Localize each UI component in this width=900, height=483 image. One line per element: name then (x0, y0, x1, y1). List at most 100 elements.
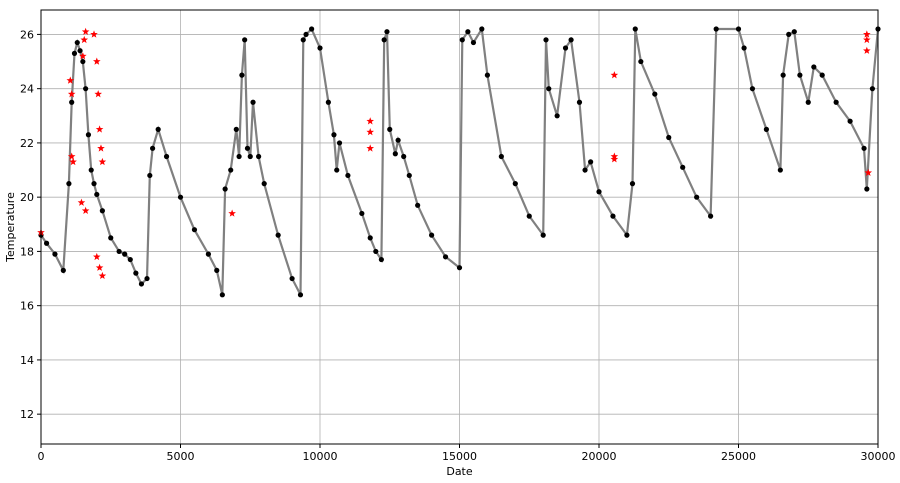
temperature-point (415, 202, 421, 208)
outlier-star (80, 35, 89, 44)
temperature-point (568, 37, 574, 43)
temperature-point (331, 132, 337, 138)
temperature-point (735, 26, 742, 32)
temperature-point (80, 58, 86, 65)
y-tick-label: 14 (20, 354, 34, 367)
temperature-point (122, 251, 128, 257)
temperature-point (345, 172, 351, 179)
y-tick-label: 16 (20, 300, 34, 313)
x-tick-label: 15000 (442, 450, 477, 463)
temperature-point (543, 37, 549, 43)
y-tick-label: 26 (20, 28, 34, 41)
temperature-point (540, 232, 546, 238)
temperature-point (150, 145, 156, 151)
x-tick-label: 25000 (721, 450, 756, 463)
temperature-point (177, 194, 184, 200)
temperature-point (373, 248, 379, 255)
temperature-point (250, 99, 256, 105)
temperature-point (666, 134, 672, 141)
outlier-star (69, 157, 77, 166)
x-tick-label: 5000 (167, 450, 195, 463)
outlier-star (366, 117, 375, 125)
temperature-point (811, 64, 817, 70)
temperature-point (429, 232, 435, 238)
outlier-star (863, 46, 871, 54)
temperature-point (127, 256, 133, 263)
outlier-star (228, 209, 236, 217)
temperature-point (484, 72, 490, 78)
temperature-point (526, 213, 532, 219)
temperature-point (144, 275, 150, 282)
temperature-point (367, 235, 373, 241)
temperature-point (401, 153, 407, 160)
outlier-star (610, 155, 619, 163)
temperature-point (741, 45, 747, 51)
temperature-point (83, 86, 89, 92)
temperature-point (713, 26, 719, 32)
temperature-point (384, 29, 390, 35)
temperature-point (300, 37, 306, 43)
outlier-star (95, 125, 104, 133)
outlier-points (37, 27, 873, 280)
temperature-point (610, 213, 616, 219)
temperature-point (289, 275, 295, 282)
outlier-star (95, 263, 104, 271)
temperature-point (275, 232, 281, 238)
temperature-points (38, 26, 881, 298)
outlier-star (610, 71, 619, 79)
temperature-point (381, 37, 387, 43)
temperature-point (138, 281, 145, 287)
temperature-point (85, 132, 92, 138)
temperature-point (116, 248, 122, 255)
y-axis-label: Temperature (4, 192, 17, 263)
temperature-point (805, 99, 811, 105)
temperature-point (147, 172, 153, 179)
temperature-point (632, 26, 638, 32)
outlier-star (77, 198, 86, 206)
temperature-point (847, 118, 853, 124)
y-tick-label: 20 (20, 191, 34, 204)
temperature-point (694, 194, 700, 200)
temperature-point (88, 167, 94, 173)
outlier-star (98, 271, 107, 280)
temperature-point (378, 256, 384, 263)
temperature-point (470, 39, 477, 46)
temperature-point (777, 167, 783, 173)
outlier-star (864, 168, 873, 176)
temperature-point (219, 292, 225, 298)
y-tick-label: 22 (20, 137, 34, 150)
temperature-point (60, 267, 66, 273)
temperature-point (861, 145, 867, 151)
y-tick-label: 12 (20, 408, 34, 421)
temperature-point (228, 167, 234, 173)
outlier-star (863, 30, 871, 38)
outlier-star (79, 52, 87, 60)
temperature-point (297, 292, 304, 298)
temperature-point (222, 186, 228, 192)
outlier-star (66, 76, 75, 84)
temperature-point (749, 86, 756, 92)
temperature-point (133, 270, 139, 276)
temperature-point (479, 26, 485, 32)
temperature-point (869, 86, 876, 92)
temperature-point (596, 189, 602, 195)
temperature-point (317, 45, 323, 51)
x-tick-label: 0 (38, 450, 45, 463)
temperature-point (52, 251, 58, 257)
outlier-star (93, 57, 101, 65)
temperature-point (163, 153, 170, 160)
outlier-star (81, 206, 90, 214)
outlier-star (366, 128, 375, 136)
temperature-point (442, 254, 449, 260)
temperature-point (91, 181, 97, 187)
temperature-point (261, 181, 267, 187)
x-axis-label: Date (446, 465, 473, 478)
temperature-point (498, 153, 504, 160)
temperature-point (256, 153, 262, 160)
outlier-star (98, 157, 107, 166)
temperature-point (465, 29, 471, 35)
temperature-point (392, 151, 398, 157)
temperature-point (247, 153, 253, 160)
temperature-point (239, 72, 245, 78)
temperature-point (236, 153, 242, 160)
